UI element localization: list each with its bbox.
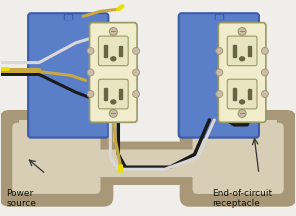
- Ellipse shape: [240, 57, 244, 61]
- Bar: [248, 89, 250, 99]
- Bar: [248, 46, 250, 56]
- FancyBboxPatch shape: [0, 110, 113, 207]
- FancyBboxPatch shape: [200, 120, 277, 140]
- FancyBboxPatch shape: [85, 141, 213, 185]
- Circle shape: [87, 48, 94, 54]
- Text: End-of-circuit
receptacle: End-of-circuit receptacle: [213, 189, 273, 208]
- Circle shape: [216, 48, 223, 54]
- Bar: [119, 46, 122, 56]
- Circle shape: [87, 69, 94, 76]
- Circle shape: [216, 91, 223, 97]
- Bar: [65, 15, 71, 19]
- FancyBboxPatch shape: [94, 149, 205, 177]
- FancyBboxPatch shape: [12, 123, 100, 194]
- FancyBboxPatch shape: [90, 23, 137, 122]
- Bar: [233, 45, 236, 57]
- Circle shape: [238, 28, 246, 35]
- FancyBboxPatch shape: [28, 13, 108, 138]
- Text: Power
source: Power source: [6, 189, 36, 208]
- FancyBboxPatch shape: [19, 120, 94, 140]
- FancyBboxPatch shape: [218, 23, 266, 122]
- Circle shape: [133, 48, 140, 54]
- Bar: [104, 45, 107, 57]
- Circle shape: [261, 48, 268, 54]
- Circle shape: [133, 69, 140, 76]
- Circle shape: [109, 28, 117, 35]
- Bar: [216, 15, 222, 19]
- Bar: [215, 14, 223, 19]
- FancyBboxPatch shape: [227, 36, 257, 66]
- FancyBboxPatch shape: [99, 36, 128, 66]
- Ellipse shape: [111, 57, 116, 61]
- Circle shape: [216, 69, 223, 76]
- FancyBboxPatch shape: [180, 110, 296, 207]
- Ellipse shape: [240, 100, 244, 104]
- Circle shape: [109, 110, 117, 117]
- Circle shape: [133, 91, 140, 97]
- FancyBboxPatch shape: [227, 79, 257, 109]
- Circle shape: [238, 110, 246, 117]
- Circle shape: [261, 69, 268, 76]
- Bar: [233, 88, 236, 100]
- FancyBboxPatch shape: [193, 123, 284, 194]
- Bar: [119, 89, 122, 99]
- Circle shape: [261, 91, 268, 97]
- Ellipse shape: [111, 100, 116, 104]
- Circle shape: [87, 91, 94, 97]
- FancyBboxPatch shape: [99, 79, 128, 109]
- Bar: [64, 14, 72, 19]
- Bar: [104, 88, 107, 100]
- FancyBboxPatch shape: [179, 13, 259, 138]
